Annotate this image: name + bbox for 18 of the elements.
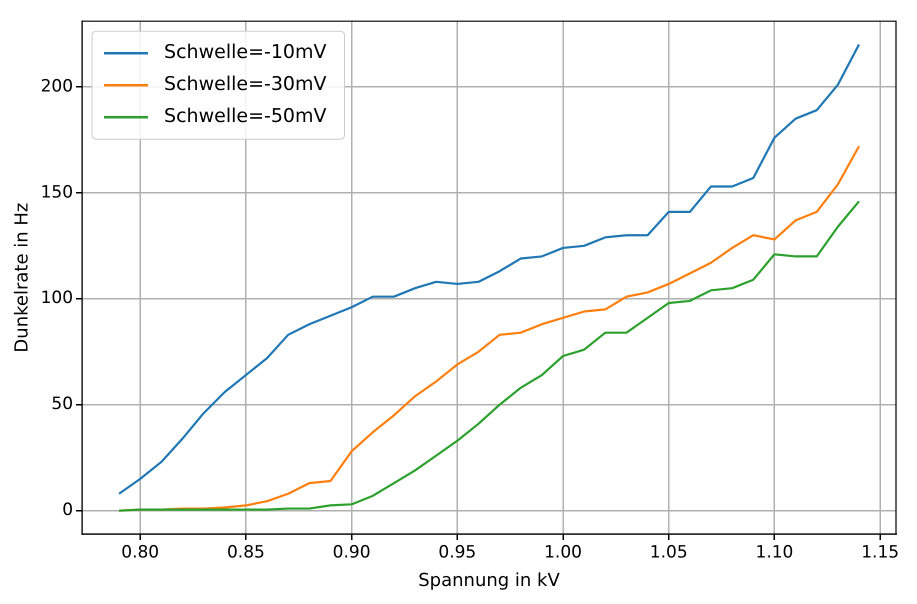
legend-label: Schwelle=-50mV xyxy=(164,105,327,128)
x-tick-label: 1.05 xyxy=(650,542,688,563)
x-tick-label: 0.90 xyxy=(332,542,371,563)
y-axis-title: Dunkelrate in Hz xyxy=(11,202,32,353)
legend-label: Schwelle=-30mV xyxy=(164,73,327,96)
x-tick-label: 0.95 xyxy=(438,542,476,563)
x-tick-label: 1.15 xyxy=(861,542,900,563)
y-tick-label: 150 xyxy=(40,182,74,202)
y-tick-label: 100 xyxy=(40,288,74,308)
x-tick-label: 0.85 xyxy=(226,542,265,563)
y-tick-label: 0 xyxy=(62,500,74,520)
legend-label: Schwelle=-10mV xyxy=(164,41,327,64)
x-axis-title: Spannung in kV xyxy=(418,570,560,591)
x-tick-label: 1.00 xyxy=(544,542,582,563)
y-tick-label: 200 xyxy=(40,76,74,96)
x-tick-label: 0.80 xyxy=(121,542,160,563)
y-tick-label: 50 xyxy=(51,394,74,414)
x-tick-label: 1.10 xyxy=(756,542,794,563)
